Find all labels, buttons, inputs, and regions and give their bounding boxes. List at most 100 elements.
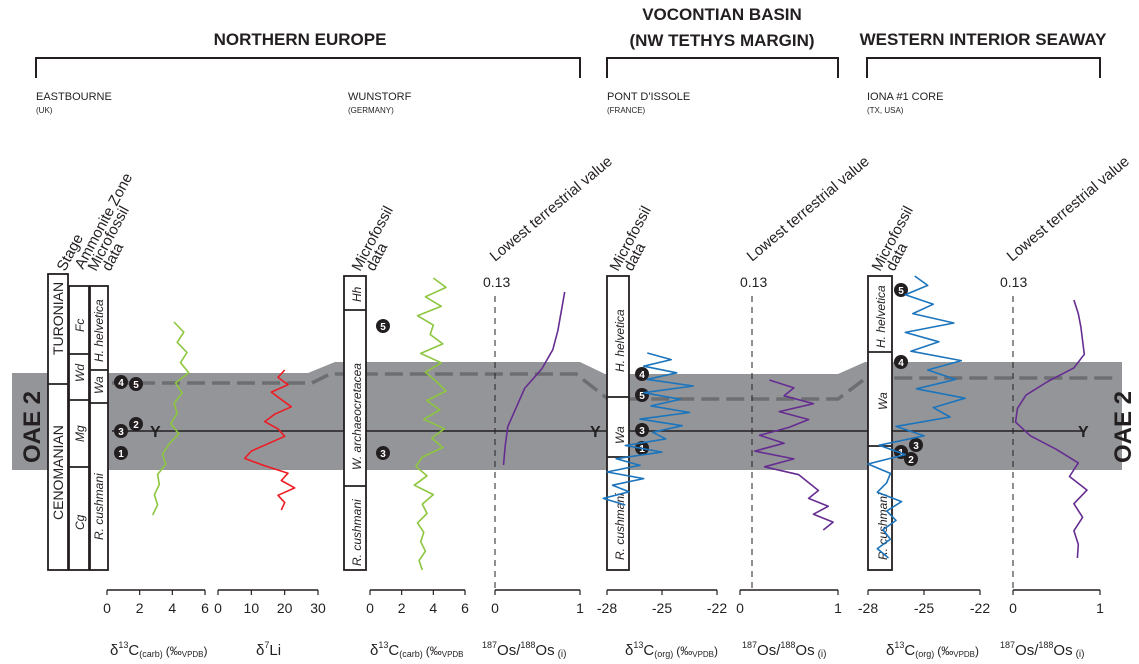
svg-text:3: 3 [118,427,124,438]
wunstorf-micro-warch: W. archaeocretacea [350,363,364,470]
event-marker-iona-3: 3 [909,438,923,452]
series-line-4 [502,291,566,466]
region-bracket-northern-europe: NORTHERN EUROPE [35,30,581,78]
axis-os-pont-tick-label: 0 [736,600,744,616]
event-marker-pont-5: 5 [635,388,649,402]
event-marker-iona-4: 4 [894,355,908,369]
axis-title-d7li: δ7Li [256,640,281,659]
svg-text:4: 4 [118,378,124,389]
axis-d13c-carb-eastbourne-tick-label: 2 [136,600,144,616]
series-line-1 [151,321,190,516]
axis-title-d13c-carb-eastbourne: δ13C(carb) (‰VPDB) [110,640,208,659]
data-curves [151,275,1088,571]
wunstorf-micro-hh: Hh [350,286,364,302]
series-line-6 [753,379,834,531]
event-marker-pont-4: 4 [635,367,649,381]
event-marker-iona-2: 2 [904,452,918,466]
event-marker-pont-3: 3 [635,423,649,437]
lowest-value-wunstorf: 0.13 [483,274,510,290]
eastbourne-micro-cushmani: R. cushmani [92,473,106,540]
datum-y-wunstorf: Y [590,424,601,441]
iona-micro-wa: Wa [876,392,890,410]
pont-micro-cushmani: R. cushmani [613,493,627,560]
series-line-5 [602,352,695,506]
svg-text:5: 5 [380,322,386,333]
svg-text:4: 4 [639,370,645,381]
svg-text:5: 5 [639,391,645,402]
region-bracket-vocontian: VOCONTIAN BASIN (NW TETHYS MARGIN) [606,5,839,78]
datum-y-iona: Y [1078,424,1089,441]
eastbourne-micro-helvetica: H. helvetica [92,299,106,362]
event-marker-eastbourne-5: 5 [129,377,143,391]
axis-d7li-tick-label: 30 [310,600,326,616]
svg-text:4: 4 [898,358,904,369]
axis-os-pont-tick-label: 1 [834,600,842,616]
event-marker-eastbourne-1: 1 [114,446,128,460]
axis-d13c-carb-wunstorf-tick-label: 2 [398,600,406,616]
axis-d13c-carb-eastbourne-tick-label: 0 [103,600,111,616]
series-line-7 [867,275,966,559]
wunstorf-strat-column [343,275,367,571]
oae2-label-right: OAE 2 [1110,391,1137,463]
x-axes: 0 2 4 6 0 10 20 30 0 2 4 6 0 1 -28 -25 -22 0 1 -28 -25 -22 0 1 [103,589,1104,616]
axis-d7li-tick-label: 0 [214,600,222,616]
site-iona-country: (TX, USA) [867,106,904,115]
event-marker-iona-5: 5 [894,283,908,297]
region-title-vocontian-2: (NW TETHYS MARGIN) [629,31,814,50]
axis-os-wunstorf-tick-label: 0 [491,600,499,616]
svg-text:5: 5 [898,286,904,297]
header-lowest-wunstorf: Lowest terrestrial value [487,153,616,265]
svg-text:3: 3 [913,441,919,452]
svg-text:2: 2 [908,455,914,466]
axis-os-iona-tick-label: 1 [1096,600,1104,616]
event-marker-wunstorf-3: 3 [376,446,390,460]
datum-y-eastbourne: Y [150,424,161,441]
svg-text:1: 1 [118,449,124,460]
stage-turonian: TURONIAN [50,282,66,355]
axis-d13c-org-iona-tick-label: -22 [970,600,990,616]
site-wunstorf-country: (GERMANY) [348,106,394,115]
series-line-8 [1014,299,1088,559]
iona-strat-column [867,275,893,571]
iona-micro-helvetica: H. helvetica [874,285,888,348]
stage-cenomanian: CENOMANIAN [50,425,66,520]
axis-os-iona-tick-label: 0 [1009,600,1017,616]
region-title-vocontian-1: VOCONTIAN BASIN [642,5,802,24]
event-marker-eastbourne-4: 4 [114,375,128,389]
svg-text:2: 2 [133,420,139,431]
ammonite-mg: Mg [73,425,87,442]
region-title-northern-europe: NORTHERN EUROPE [214,30,387,49]
svg-text:3: 3 [639,426,645,437]
axis-d13c-org-iona-tick-label: -28 [858,600,878,616]
site-wunstorf: WUNSTORF [348,91,412,103]
site-iona: IONA #1 CORE [867,91,943,103]
event-marker-eastbourne-3: 3 [114,424,128,438]
axis-d13c-org-pont-tick-label: -25 [652,600,672,616]
axis-d13c-org-iona-tick-label: -25 [914,600,934,616]
axis-os-wunstorf-tick-label: 1 [576,600,584,616]
site-pont: PONT D'ISSOLE [607,91,690,103]
eastbourne-strat-columns [47,273,109,571]
header-lowest-pont: Lowest terrestrial value [744,153,873,265]
iona-micro-cushmani: R. cushmani [876,493,890,560]
axis-d13c-org-pont-tick-label: -28 [597,600,617,616]
axis-d13c-carb-wunstorf-tick-label: 6 [461,600,469,616]
site-pont-country: (FRANCE) [607,106,646,115]
lowest-value-pont: 0.13 [740,274,767,290]
event-marker-eastbourne-2: 2 [129,417,143,431]
lowest-value-iona: 0.13 [1000,274,1027,290]
region-bracket-western-interior: WESTERN INTERIOR SEAWAY [860,30,1107,78]
event-marker-wunstorf-5: 5 [376,319,390,333]
site-eastbourne: EASTBOURNE [36,91,112,103]
axis-d7li-tick-label: 10 [244,600,260,616]
svg-text:5: 5 [133,380,139,391]
oae2-upper-dashed-line [112,372,1118,401]
header-lowest-iona: Lowest terrestrial value [1004,153,1133,265]
axis-title-os-pont: 187Os/188Os (i) [742,640,826,660]
axis-title-d13c-org-pont: δ13C(org) (‰VPDB) [625,640,718,659]
axis-d13c-carb-eastbourne-tick-label: 6 [201,600,209,616]
ammonite-fc: Fc [73,319,87,332]
axis-title-d13c-carb-wunstorf: δ13C(carb) (‰VPDB [370,640,464,659]
event-markers: 4 5 2 3 1 5 3 4 5 3 1 5 4 1 3 2 [114,283,923,466]
